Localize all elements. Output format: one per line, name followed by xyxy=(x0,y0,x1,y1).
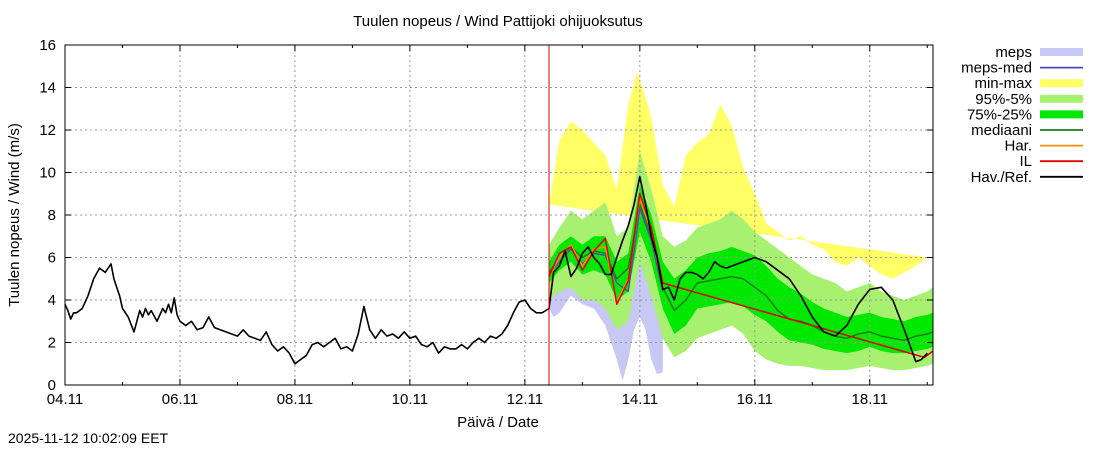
chart-title: Tuulen nopeus / Wind Pattijoki ohijuoksu… xyxy=(353,13,643,30)
xtick-label: 06.11 xyxy=(162,391,198,408)
ytick-label: 4 xyxy=(48,292,56,309)
legend-label-median: mediaani xyxy=(971,122,1032,139)
y-axis-label: Tuulen nopeus / Wind (m/s) xyxy=(6,123,23,307)
timestamp: 2025-11-12 10:02:09 EET xyxy=(8,430,169,446)
ytick-label: 0 xyxy=(48,377,56,394)
ytick-label: 14 xyxy=(39,80,56,97)
legend-label-obs: Hav./Ref. xyxy=(971,169,1032,186)
xtick-label: 12.11 xyxy=(507,391,543,408)
ytick-label: 6 xyxy=(48,250,56,267)
legend-swatch-meps xyxy=(1040,48,1083,56)
line-meps_med xyxy=(548,207,664,293)
ytick-label: 10 xyxy=(39,165,56,182)
legend-swatch-p95_5 xyxy=(1040,94,1083,103)
ytick-label: 16 xyxy=(39,37,56,54)
line-obs xyxy=(64,175,928,365)
band-minmax xyxy=(549,72,928,279)
legend-label-meps_med: meps-med xyxy=(961,60,1032,77)
line-il xyxy=(548,193,934,359)
legend-label-meps: meps xyxy=(995,44,1032,61)
xtick-label: 10.11 xyxy=(392,391,428,408)
legend-swatch-minmax xyxy=(1040,79,1083,88)
grid-lines xyxy=(65,45,933,385)
x-axis-label: Päivä / Date xyxy=(457,414,539,431)
legend: mepsmeps-medmin-max95%-5%75%-25%mediaani… xyxy=(961,44,1083,186)
xtick-label: 16.11 xyxy=(737,391,773,408)
legend-label-p95_5: 95%-5% xyxy=(975,91,1032,108)
band-p75_25 xyxy=(549,185,933,354)
legend-label-il: IL xyxy=(1019,153,1032,170)
ytick-label: 2 xyxy=(48,335,56,352)
xtick-label: 08.11 xyxy=(277,391,313,408)
ytick-label: 8 xyxy=(48,207,56,224)
xtick-label: 14.11 xyxy=(622,391,658,408)
legend-label-minmax: min-max xyxy=(974,75,1032,92)
tick-labels: 0 2 4 6 8 10 12 14 16 04.11 06.11 08.11 10.11 12.11 14… xyxy=(39,37,888,408)
xtick-label: 04.11 xyxy=(47,391,83,408)
xtick-label: 18.11 xyxy=(852,391,888,408)
legend-label-har: Har. xyxy=(1004,138,1032,155)
series-lines xyxy=(64,45,934,385)
ytick-label: 12 xyxy=(39,122,56,139)
legend-label-p75_25: 75%-25% xyxy=(967,106,1032,123)
axes xyxy=(64,44,934,386)
legend-swatch-p75_25 xyxy=(1040,110,1083,119)
